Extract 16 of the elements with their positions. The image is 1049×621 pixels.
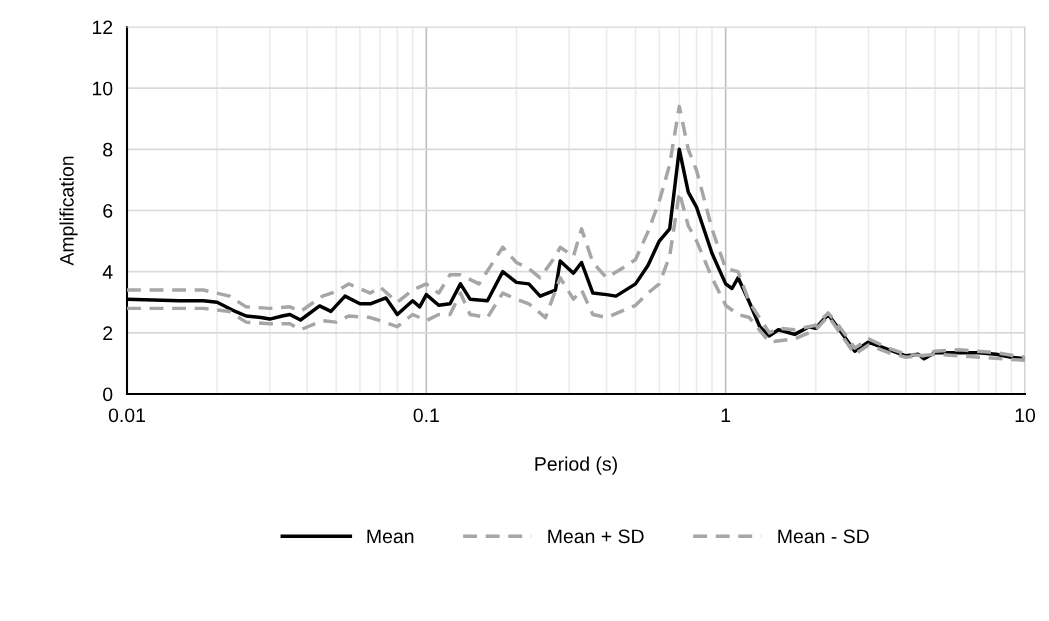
y-tick-label: 10 (92, 81, 113, 96)
legend-label: Mean + SD (548, 529, 644, 544)
x-tick-label: 10 (1015, 408, 1036, 423)
y-tick-label: 2 (103, 326, 113, 340)
x-tick-label: 1 (721, 408, 731, 422)
y-tick-label: 0 (103, 387, 113, 402)
x-axis-title: Period (s) (535, 456, 617, 475)
y-tick-label: 6 (103, 203, 113, 218)
x-tick-label: 0.01 (108, 408, 145, 423)
legend-label: Mean - SD (778, 529, 869, 544)
y-tick-label: 12 (92, 20, 113, 35)
y-tick-label: 8 (103, 142, 113, 157)
y-tick-label: 4 (102, 265, 113, 279)
x-tick-label: 0.1 (413, 408, 439, 423)
y-axis-title: Amplification (59, 156, 78, 266)
legend-label: Mean (367, 529, 414, 544)
